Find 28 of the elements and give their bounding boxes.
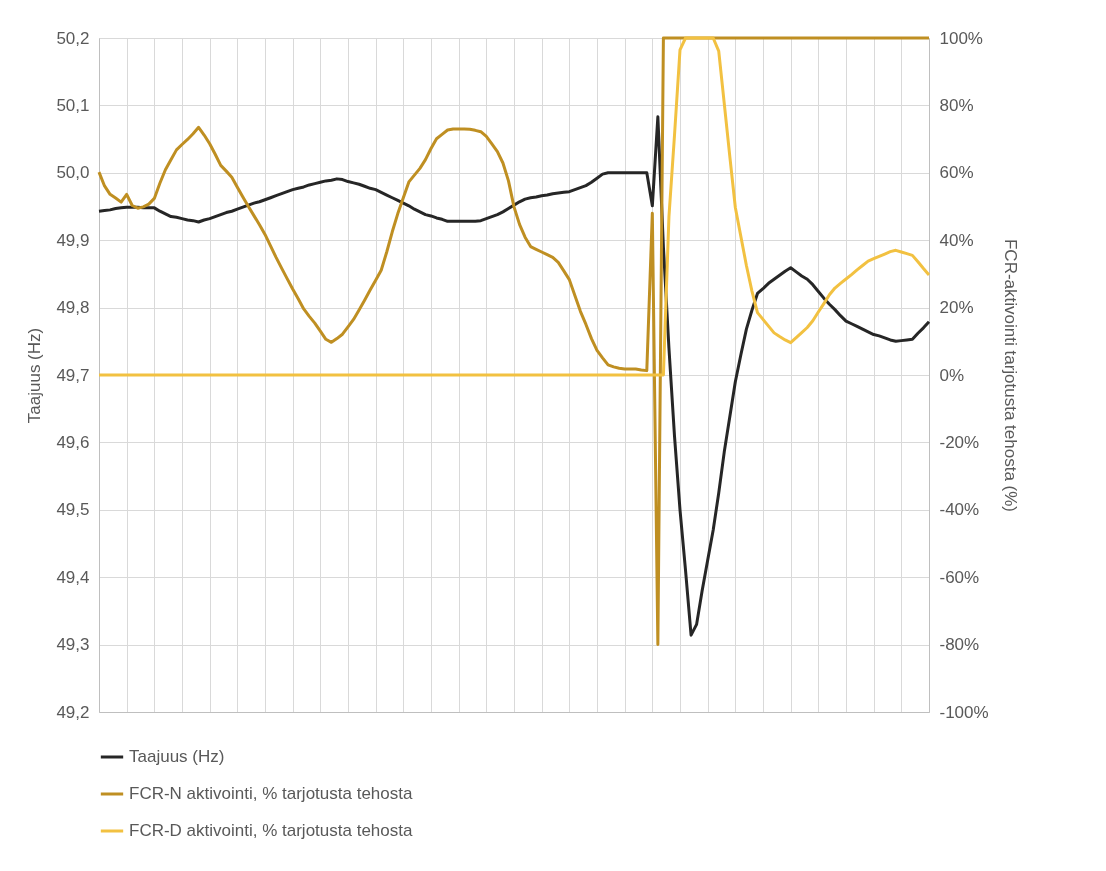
y2-tick-label: 100% [939, 28, 983, 48]
y-tick-label: 49,8 [56, 298, 90, 318]
y2-tick-label: 40% [939, 230, 974, 250]
y-tick-label: 49,7 [56, 365, 90, 385]
y2-tick-label: 20% [939, 298, 974, 318]
y-tick-label: 49,2 [56, 702, 90, 722]
y-tick-label: 50,1 [56, 95, 90, 115]
y2-tick-label: 60% [939, 163, 974, 183]
legend-label: Taajuus (Hz) [129, 747, 225, 766]
y-tick-label: 49,9 [56, 230, 90, 250]
y-tick-label: 49,3 [56, 635, 90, 655]
y2-tick-label: -100% [939, 702, 989, 722]
y-axis-title: Taajuus (Hz) [25, 327, 45, 424]
legend-label: FCR-D aktivointi, % tarjotusta tehosta [129, 821, 413, 840]
y2-tick-label: 80% [939, 95, 974, 115]
legend-label: FCR-N aktivointi, % tarjotusta tehosta [129, 784, 413, 803]
y-tick-label: 50,0 [56, 163, 90, 183]
line-series [97, 36, 931, 377]
y2-tick-label: 0% [939, 365, 965, 385]
y-tick-label: 49,6 [56, 432, 90, 452]
y2-tick-label: -40% [939, 500, 980, 520]
y2-axis-title: FCR-aktivointi tarjotusta tehosta (%) [1000, 238, 1020, 513]
y2-tick-label: -80% [939, 635, 980, 655]
y-tick-label: 49,4 [56, 567, 90, 587]
y2-tick-label: -60% [939, 567, 980, 587]
y-tick-label: 49,5 [56, 500, 90, 520]
y2-tick-label: -20% [939, 432, 980, 452]
y-tick-label: 50,2 [56, 28, 90, 48]
